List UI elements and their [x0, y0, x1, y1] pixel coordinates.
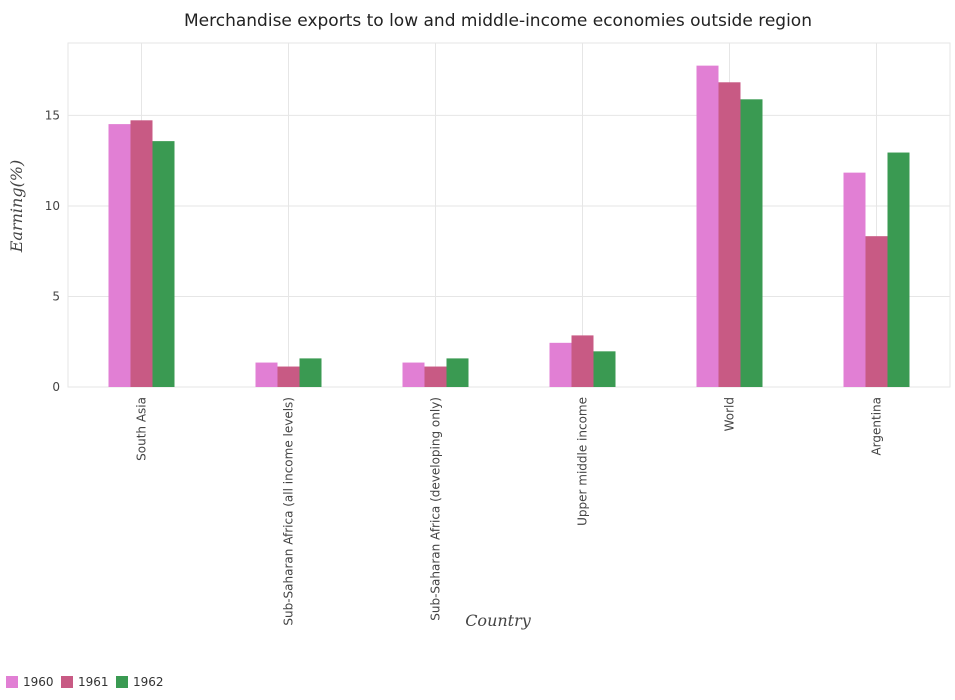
y-tick-labels: 0 5 10 15 — [45, 108, 60, 394]
y-tick-label: 5 — [52, 289, 60, 303]
legend-swatch-1962 — [116, 676, 128, 688]
plot-frame — [67, 42, 951, 388]
bar-1961 — [424, 366, 447, 387]
y-tick-label: 0 — [52, 380, 60, 394]
y-tick-label: 15 — [45, 108, 60, 122]
bar-1962 — [152, 141, 175, 387]
bar-1961 — [130, 120, 153, 387]
x-tick-label: Sub-Saharan Africa (developing only) — [429, 397, 443, 621]
bar-1960 — [549, 342, 572, 387]
legend-label-1960: 1960 — [23, 675, 54, 689]
legend-label-1962: 1962 — [133, 675, 164, 689]
bars-group — [108, 65, 910, 388]
x-tick-label: South Asia — [135, 397, 149, 461]
x-axis-label: Country — [465, 611, 532, 630]
bar-1960 — [696, 65, 719, 387]
bar-1960 — [255, 362, 278, 387]
x-tick-labels: South Asia Sub-Saharan Africa (all income… — [135, 397, 884, 626]
bar-1961 — [718, 82, 741, 387]
bar-1961 — [277, 366, 300, 387]
bar-1962 — [887, 152, 910, 387]
legend-label-1961: 1961 — [78, 675, 109, 689]
legend-swatch-1961 — [61, 676, 73, 688]
chart-title: Merchandise exports to low and middle-in… — [184, 11, 812, 31]
y-axis-label: Earning(%) — [7, 160, 26, 254]
bar-1961 — [571, 335, 594, 387]
x-tick-label: Argentina — [870, 397, 884, 456]
bar-1960 — [843, 172, 866, 387]
x-tick-label: World — [723, 397, 737, 431]
x-tick-label: Sub-Saharan Africa (all income levels) — [282, 397, 296, 626]
bar-1962 — [299, 358, 322, 387]
plot-border — [67, 42, 951, 388]
x-tick-label: Upper middle income — [576, 397, 590, 526]
bar-1962 — [740, 99, 763, 387]
bar-1961 — [865, 236, 888, 387]
legend: 1960 1961 1962 — [6, 675, 164, 689]
bar-1960 — [402, 362, 425, 387]
bar-1962 — [446, 358, 469, 387]
bar-1962 — [593, 351, 616, 387]
grid-lines — [68, 43, 950, 388]
bar-1960 — [108, 124, 131, 388]
legend-swatch-1960 — [6, 676, 18, 688]
y-tick-label: 10 — [45, 199, 60, 213]
